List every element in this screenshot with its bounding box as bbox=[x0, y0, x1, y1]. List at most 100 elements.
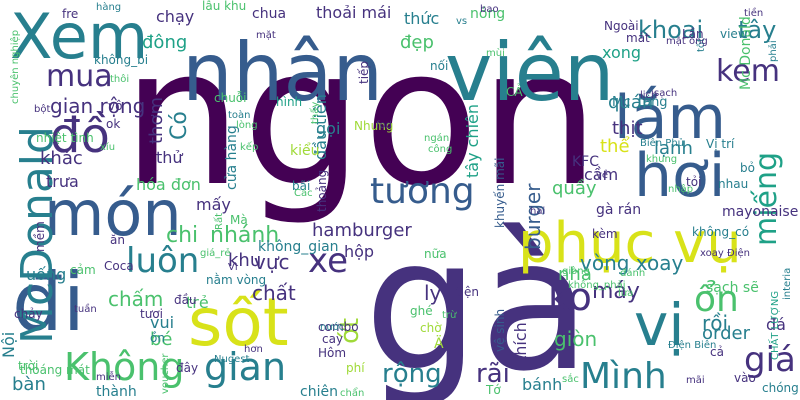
word-cloud-word: khu bbox=[228, 250, 261, 271]
word-cloud-word: ngán bbox=[424, 132, 449, 144]
word-cloud-word: không_bi bbox=[94, 53, 148, 67]
word-cloud-word: sạch bbox=[654, 88, 677, 99]
word-cloud-word: cửa hàng bbox=[224, 125, 240, 190]
word-cloud-word: gà bbox=[364, 199, 591, 400]
word-cloud-word: gọi bbox=[316, 119, 340, 138]
word-cloud-word: trưa bbox=[46, 172, 79, 191]
word-cloud-word: hàng bbox=[96, 1, 121, 13]
word-cloud-word: quầy bbox=[552, 178, 597, 199]
word-cloud-word: thể bbox=[600, 136, 630, 157]
word-cloud-word: mềm bbox=[33, 221, 47, 252]
word-cloud-word: view bbox=[720, 27, 748, 41]
word-cloud-word: khuyến mãi bbox=[493, 158, 507, 228]
word-cloud-word: khác bbox=[40, 148, 83, 169]
word-cloud-word: tương bbox=[370, 171, 475, 212]
word-cloud-word: kèm bbox=[592, 227, 618, 241]
word-cloud-word: về bbox=[596, 169, 608, 181]
word-cloud-word: cảm bbox=[70, 263, 96, 277]
word-cloud-word: mấy bbox=[196, 195, 231, 214]
word-cloud-word: mãi bbox=[686, 375, 705, 386]
word-cloud-word: khoai bbox=[638, 16, 703, 44]
word-cloud-word: vệ sinh bbox=[493, 309, 507, 352]
word-cloud-word: cầm bbox=[584, 165, 618, 184]
word-cloud-word: hơn bbox=[244, 344, 263, 355]
word-cloud-word: bột bbox=[34, 103, 50, 115]
word-cloud-word: combo bbox=[318, 320, 359, 334]
word-cloud-word: tây bbox=[738, 16, 776, 44]
word-cloud-word: đá bbox=[766, 315, 786, 334]
word-cloud-word: vs bbox=[456, 16, 467, 27]
word-cloud-word: nóng bbox=[470, 6, 505, 22]
word-cloud-word: công bbox=[428, 143, 452, 155]
word-cloud-word: mùi bbox=[486, 47, 505, 59]
word-cloud-word: nước bbox=[320, 321, 344, 333]
word-cloud-word: tây chiên bbox=[463, 104, 482, 178]
word-cloud-word: bỏ bbox=[740, 161, 755, 175]
word-cloud-word: tỏi bbox=[686, 175, 701, 189]
word-cloud-word: vô bbox=[108, 99, 122, 113]
word-cloud-word: vị bbox=[634, 291, 684, 359]
word-cloud-word: Mc bbox=[612, 95, 630, 110]
word-cloud-word: Ngoài bbox=[604, 19, 639, 33]
word-cloud-word: voucher bbox=[160, 353, 171, 394]
word-cloud-word: bao bbox=[480, 4, 499, 15]
word-cloud-word: chóng bbox=[762, 381, 799, 395]
word-cloud-word: ổn bbox=[694, 279, 739, 320]
word-cloud-word: vòng xoay bbox=[580, 251, 684, 275]
word-cloud-word: lòng bbox=[236, 119, 258, 131]
word-cloud-word: Xem bbox=[10, 0, 148, 73]
word-cloud-word: chấm bbox=[108, 287, 163, 311]
word-cloud-word: nhập bbox=[668, 183, 693, 195]
word-cloud-word: lịch bbox=[640, 90, 657, 101]
word-cloud-word: chất bbox=[252, 281, 296, 305]
word-cloud-word: thoảng bbox=[315, 170, 329, 212]
word-cloud-word: Ä bbox=[434, 334, 444, 352]
word-cloud-word: mặt ong bbox=[666, 36, 708, 47]
word-cloud-word: bánh bbox=[522, 375, 562, 394]
word-cloud-word: chuyên nghiệp bbox=[9, 30, 21, 104]
word-cloud-word: rộng bbox=[382, 359, 442, 389]
word-cloud-word: fre bbox=[62, 7, 78, 21]
word-cloud-word: luôn bbox=[126, 241, 199, 281]
word-cloud-word: thích bbox=[511, 322, 530, 362]
word-cloud-word: giá bbox=[744, 340, 796, 380]
word-cloud-word: bàn bbox=[12, 374, 46, 395]
word-cloud-word: nhiệt tình bbox=[36, 131, 94, 145]
word-cloud-word: Các bbox=[294, 187, 313, 199]
word-cloud-word: ớt bbox=[335, 318, 365, 344]
word-cloud-word: trời bbox=[18, 359, 38, 373]
word-cloud-word: ko bbox=[548, 275, 592, 319]
word-cloud-word: tiền bbox=[744, 7, 763, 19]
word-cloud-word: thoáng mát bbox=[20, 363, 90, 377]
word-cloud-word: ghé bbox=[410, 304, 433, 318]
word-cloud-word: giòn bbox=[554, 327, 597, 351]
word-cloud-word: rãi bbox=[476, 359, 510, 389]
word-cloud-word: lắm bbox=[614, 83, 726, 153]
word-cloud-word: mát bbox=[626, 31, 650, 45]
word-cloud-word: chờ bbox=[420, 321, 442, 335]
word-cloud-word: thử bbox=[156, 148, 183, 167]
word-cloud-word: gian rộng bbox=[50, 94, 145, 118]
word-cloud-word: phải bbox=[767, 40, 779, 62]
word-cloud-word: vui bbox=[150, 313, 174, 332]
word-cloud-word: thôi bbox=[110, 73, 129, 85]
word-cloud-word: nữa bbox=[424, 247, 447, 261]
word-cloud-word: tuần bbox=[74, 303, 97, 315]
word-cloud-word: đông bbox=[142, 32, 187, 53]
word-cloud-word: xe bbox=[308, 241, 348, 281]
word-cloud-word: đánh bbox=[620, 267, 645, 279]
word-cloud-word: đẹp bbox=[400, 32, 434, 53]
word-cloud-word: cả bbox=[710, 345, 724, 359]
word-cloud-word: rồi bbox=[702, 311, 728, 335]
word-cloud-word: nhánh bbox=[210, 223, 279, 248]
word-cloud-word: giá_rẻ bbox=[200, 247, 231, 259]
word-cloud-word: Mình bbox=[580, 356, 667, 397]
word-cloud-word: gà rán bbox=[596, 202, 641, 218]
word-cloud-word: thoải mái bbox=[316, 3, 391, 22]
word-cloud-word: interia bbox=[782, 268, 793, 300]
word-cloud-word: toàn bbox=[228, 109, 251, 121]
word-cloud-word: quán bbox=[608, 92, 653, 113]
word-cloud-word: hai bbox=[530, 206, 545, 217]
word-cloud-word: hình bbox=[276, 95, 302, 109]
